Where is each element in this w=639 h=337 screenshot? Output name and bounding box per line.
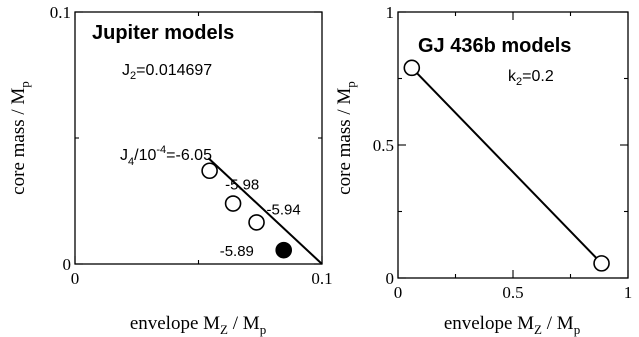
data-points bbox=[201, 162, 293, 259]
y-axis-label: core mass / Mp bbox=[334, 81, 358, 195]
point-labels: -5.98 -5.94 -5.89 bbox=[220, 177, 301, 261]
gj436b-models-panel: 0 0.5 1 0 0.5 1 GJ 436b models k2=0.2 envelop… bbox=[334, 3, 632, 337]
x-tick-label: 0.1 bbox=[311, 269, 332, 288]
y-tick-label: 1 bbox=[386, 3, 395, 22]
first-point-label: J4/10-4=-6.05 bbox=[120, 144, 212, 168]
chart-title: Jupiter models bbox=[92, 22, 234, 44]
open-data-point bbox=[224, 195, 242, 212]
point-value-label: -5.89 bbox=[220, 243, 254, 260]
jupiter-models-panel: 0 0.100.1 -5.98-5.94-5.89 Jupiter models … bbox=[8, 3, 333, 337]
x-axis-label: envelope MZ / Mp bbox=[444, 313, 580, 337]
point-value-label: -5.94 bbox=[267, 201, 301, 218]
y-tick-label: 0.5 bbox=[373, 136, 394, 155]
x-tick-label: 0 bbox=[394, 283, 403, 302]
y-axis-label: core mass / Mp bbox=[8, 81, 32, 195]
x-tick-label: 1 bbox=[624, 283, 633, 302]
chart-subtitle: J2=0.014697 bbox=[122, 62, 212, 82]
open-data-point bbox=[403, 59, 421, 77]
x-axis-label: envelope MZ / Mp bbox=[130, 313, 266, 337]
point-value-label: -5.98 bbox=[225, 177, 259, 194]
x-tick-label: 0 bbox=[71, 269, 80, 288]
open-data-point bbox=[201, 162, 218, 180]
chart-subtitle: k2=0.2 bbox=[508, 68, 554, 88]
open-data-point bbox=[593, 255, 610, 272]
tick-marks bbox=[74, 11, 323, 265]
tick-labels: 0 0.1 0 0.1 bbox=[50, 3, 333, 288]
data-points bbox=[403, 59, 610, 272]
series-line bbox=[411, 67, 603, 265]
open-data-point bbox=[248, 214, 265, 231]
y-tick-label: 0 bbox=[63, 255, 72, 274]
tick-marks bbox=[397, 11, 629, 279]
x-tick-label: 0.5 bbox=[502, 283, 523, 302]
y-tick-label: 0.1 bbox=[50, 3, 71, 22]
plot-frame bbox=[74, 11, 323, 265]
chart-title: GJ 436b models bbox=[418, 35, 571, 57]
tick-labels: 0 0.5 1 0 0.5 1 bbox=[373, 3, 633, 302]
fit-line bbox=[207, 157, 323, 265]
y-tick-label: 0 bbox=[386, 269, 395, 288]
filled-data-point bbox=[275, 241, 293, 259]
